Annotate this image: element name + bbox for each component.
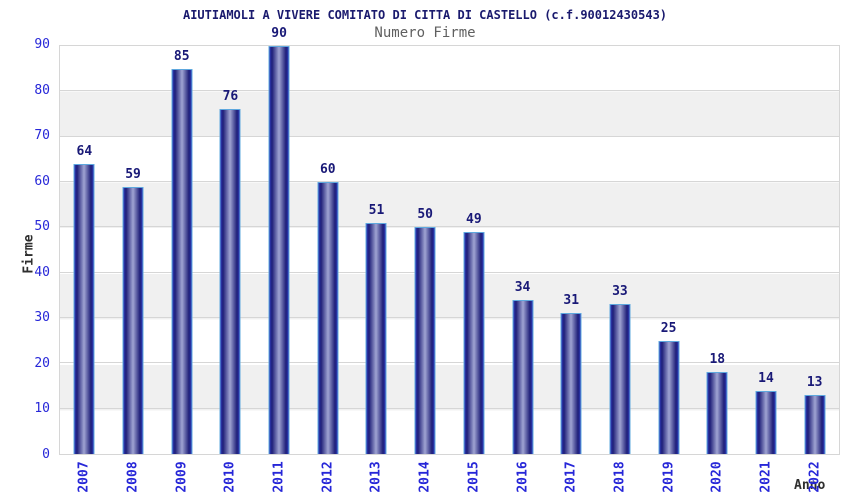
- x-tick-label: 2014: [417, 461, 433, 493]
- bar: [414, 227, 436, 454]
- x-tick-label: 2008: [125, 461, 141, 493]
- bar-column: 60 2012: [303, 46, 352, 493]
- y-tick-label: 10: [34, 401, 50, 417]
- bar-value-label: 60: [319, 162, 336, 178]
- x-tick-label: 2011: [271, 461, 287, 493]
- bar: [804, 395, 826, 454]
- x-tick-label: 2016: [515, 461, 531, 493]
- x-tick-label: 2020: [709, 461, 725, 493]
- bar: [317, 182, 339, 454]
- bar-column: 14 2021: [742, 46, 791, 493]
- x-tick-label: 2018: [612, 461, 628, 493]
- bar-column: 13 2022: [790, 46, 839, 493]
- bar-value-label: 50: [417, 207, 433, 223]
- bar: [512, 299, 534, 454]
- bar-value-label: 64: [76, 143, 93, 159]
- gridline: [60, 226, 839, 228]
- bar-column: 90 2011: [255, 26, 304, 493]
- chart-title: AIUTIAMOLI A VIVERE COMITATO DI CITTA DI…: [182, 8, 668, 22]
- bar-series: 64 2007 59 2008 85 2009 76 2010 90 2011 60 2012 51 20…: [60, 26, 839, 493]
- gridline: [60, 407, 839, 409]
- x-tick-label: 2019: [661, 461, 677, 493]
- x-tick-label: 2009: [174, 461, 190, 493]
- bar-value-label: 25: [660, 320, 677, 336]
- gridline: [60, 271, 839, 273]
- y-tick-label: 30: [34, 310, 50, 326]
- x-tick-label: 2012: [320, 461, 336, 493]
- bar-column: 49 2015: [450, 46, 499, 493]
- x-tick-label: 2007: [76, 461, 92, 493]
- bar-value-label: 18: [709, 352, 726, 368]
- bar: [463, 231, 485, 454]
- gridline: [60, 362, 839, 364]
- y-tick-label: 0: [42, 447, 50, 462]
- x-tick-label: 2015: [466, 461, 482, 493]
- bar-value-label: 76: [222, 89, 239, 105]
- y-tick-label: 70: [34, 128, 50, 144]
- bar: [658, 340, 680, 454]
- bar: [609, 304, 631, 454]
- x-axis-title: Anno: [794, 478, 826, 493]
- bar-value-label: 13: [806, 375, 823, 391]
- y-tick-label: 20: [34, 355, 50, 371]
- plot-area: 64 2007 59 2008 85 2009 76 2010 90 2011 60 2012 51 20…: [59, 26, 840, 493]
- bar-value-label: 33: [612, 284, 628, 300]
- gridline: [60, 181, 839, 183]
- bar: [268, 46, 290, 454]
- bar-column: 51 2013: [352, 46, 401, 493]
- x-tick-label: 2017: [563, 461, 579, 493]
- bar-value-label: 51: [368, 202, 385, 218]
- bar-column: 25 2019: [644, 46, 693, 493]
- bar-column: 31 2017: [547, 46, 596, 493]
- bar-value-label: 31: [563, 293, 580, 309]
- bar: [365, 222, 387, 454]
- y-tick-label: 90: [34, 37, 50, 52]
- y-tick-label: 40: [34, 264, 50, 280]
- bar: [219, 109, 241, 454]
- bar: [706, 372, 728, 454]
- y-tick-label: 60: [34, 173, 50, 189]
- bar: [755, 390, 777, 454]
- gridline: [60, 317, 839, 319]
- bar-column: 85 2009: [157, 46, 206, 493]
- bar: [560, 313, 582, 454]
- bar-column: 50 2014: [401, 46, 450, 493]
- bar-column: 64 2007: [60, 46, 109, 493]
- bar: [73, 163, 95, 454]
- bar-value-label: 59: [125, 166, 141, 182]
- bar-column: 33 2018: [596, 46, 645, 493]
- bar-column: 34 2016: [498, 46, 547, 493]
- bar-column: 76 2010: [206, 46, 255, 493]
- x-tick-label: 2022: [807, 461, 823, 493]
- bar: [122, 186, 144, 454]
- gridline: [60, 135, 839, 137]
- bar-value-label: 49: [466, 211, 482, 227]
- x-tick-label: 2021: [758, 461, 774, 493]
- x-tick-label: 2010: [222, 461, 238, 493]
- bar-value-label: 14: [758, 370, 774, 386]
- bar-value-label: 34: [514, 279, 531, 295]
- y-tick-label: 50: [34, 219, 50, 235]
- bar: [171, 68, 193, 454]
- chart-subtitle: Numero Firme: [374, 25, 476, 41]
- x-tick-label: 2013: [368, 461, 384, 493]
- bar-value-label: 90: [271, 26, 287, 41]
- bar-value-label: 85: [173, 48, 190, 64]
- bar-column: 59 2008: [109, 46, 158, 493]
- gridline: [60, 90, 839, 92]
- y-tick-label: 80: [34, 82, 50, 98]
- bar-column: 18 2020: [693, 46, 742, 493]
